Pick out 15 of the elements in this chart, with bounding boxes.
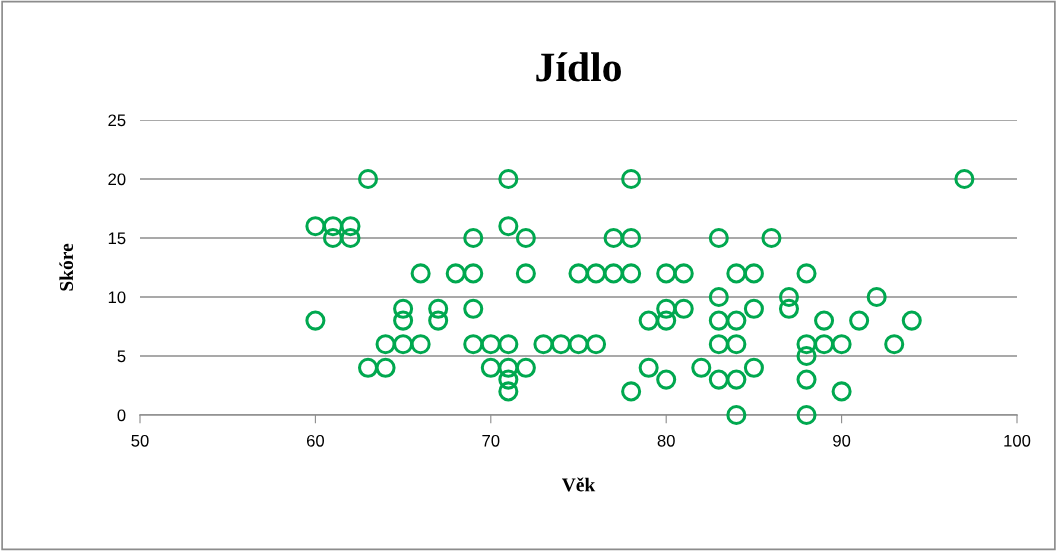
x-axis-title: Věk: [561, 477, 596, 492]
y-tick-label: 10: [108, 291, 126, 304]
y-tick-label: 0: [117, 409, 126, 422]
x-tick-label: 50: [131, 434, 149, 447]
x-tick-label: 90: [833, 434, 851, 447]
x-tick-label: 70: [482, 434, 500, 447]
y-tick-label: 5: [117, 350, 126, 363]
y-axis-title: Skóre: [59, 243, 74, 291]
y-tick-label: 20: [108, 173, 126, 186]
x-tick-label: 80: [657, 434, 675, 447]
x-tick-label: 60: [306, 434, 325, 447]
chart-title: Jídlo: [536, 52, 621, 82]
y-tick-label: 25: [108, 114, 126, 127]
x-tick-label: 100: [1004, 434, 1031, 447]
y-tick-label: 15: [108, 232, 126, 245]
